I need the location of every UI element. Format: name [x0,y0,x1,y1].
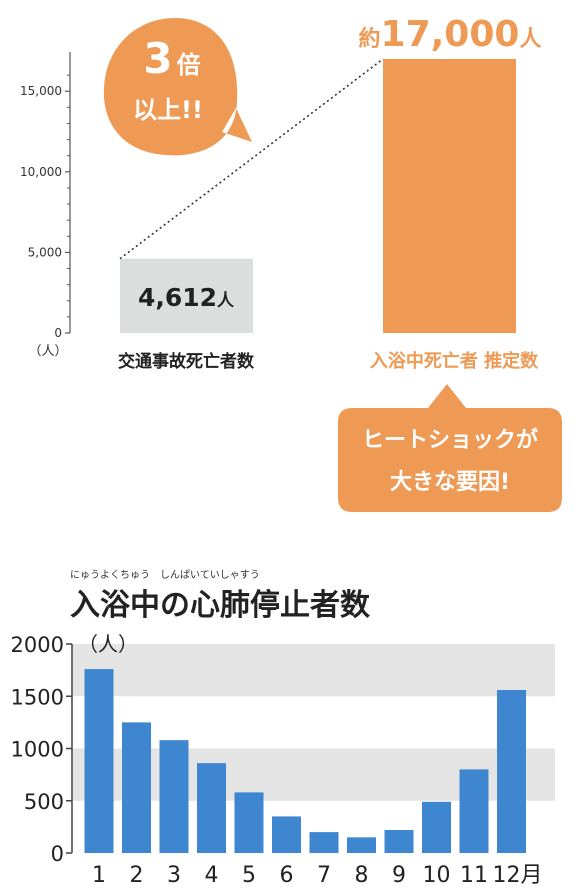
cardiac-arrest-chart: にゅうよくちゅう しんぱいていしゃすう 入浴中の心肺停止者数 0 500 1000 1… [11,569,555,888]
month-bar [384,830,414,853]
month-label: 10 [423,863,451,888]
month-label: 2 [130,863,144,888]
top-y-tick-label: 10,000 [20,165,62,179]
bottom-y-tick-label: 1500 [11,685,64,709]
month-label: 5 [242,863,256,888]
month-label: 7 [317,863,331,888]
x-label-traffic: 交通事故死亡者数 [118,351,255,372]
bath-value-unit: 人 [519,27,541,52]
times-callout-number: 3 [143,34,172,83]
month-label: 3 [167,863,181,888]
month-bar [347,837,376,853]
times-callout-bubble [103,18,253,156]
bottom-y-tick-label: 500 [24,790,64,814]
month-label: 12月 [493,863,543,888]
month-bar [197,763,226,853]
heat-shock-callout: ヒートショックが 大きな要因! [338,384,562,512]
times-callout-line2: 以上!! [133,96,203,124]
month-label: 4 [205,863,219,888]
comparison-chart: 0 5,000 10,000 15,000 （人） 交通事故死亡者数 入浴中死亡者 推… [20,14,562,512]
bath-value-label: 約17,000人 [359,14,542,55]
bath-bar [383,59,516,333]
month-bar [309,832,339,853]
traffic-bar [120,258,253,333]
comparison-dotted-line [119,58,384,260]
top-y-tick-label: 5,000 [28,245,62,259]
top-y-tick-label: 15,000 [20,84,62,98]
month-label: 1 [92,863,106,888]
bath-value-prefix: 約 [359,26,381,52]
bottom-y-tick-label: 0 [51,842,64,866]
traffic-value-label: 4,612人 [138,283,235,312]
bottom-y-unit: （人） [78,632,138,656]
traffic-value-number: 4,612 [138,283,217,312]
month-bar [84,669,114,853]
month-bar [159,740,189,853]
bottom-chart-title: 入浴中の心肺停止者数 [70,588,371,623]
x-label-bath: 入浴中死亡者 推定数 [370,350,539,372]
bottom-y-tick-label: 1000 [11,738,64,762]
times-callout-unit: 倍 [177,51,201,79]
top-y-tick-label: 0 [54,326,62,340]
month-label: 11 [460,863,488,888]
bath-value-number: 17,000 [381,14,520,55]
month-label: 8 [355,863,369,888]
month-bar [122,722,151,853]
month-bar [422,801,451,853]
heat-shock-line1: ヒートショックが [362,427,538,453]
traffic-value-unit: 人 [217,291,235,311]
month-label: 9 [392,863,406,888]
month-bar [497,689,526,853]
grid-band [72,644,555,697]
heat-shock-line2: 大きな要因! [390,470,510,495]
bottom-ruby: にゅうよくちゅう しんぱいていしゃすう [70,569,260,581]
month-label: 6 [280,863,294,888]
bottom-y-tick-label: 2000 [11,633,64,657]
top-y-unit: （人） [28,344,67,359]
month-bar [272,816,301,853]
heat-shock-callout-box [338,384,562,512]
month-bar [459,769,489,853]
month-bar [234,792,264,853]
